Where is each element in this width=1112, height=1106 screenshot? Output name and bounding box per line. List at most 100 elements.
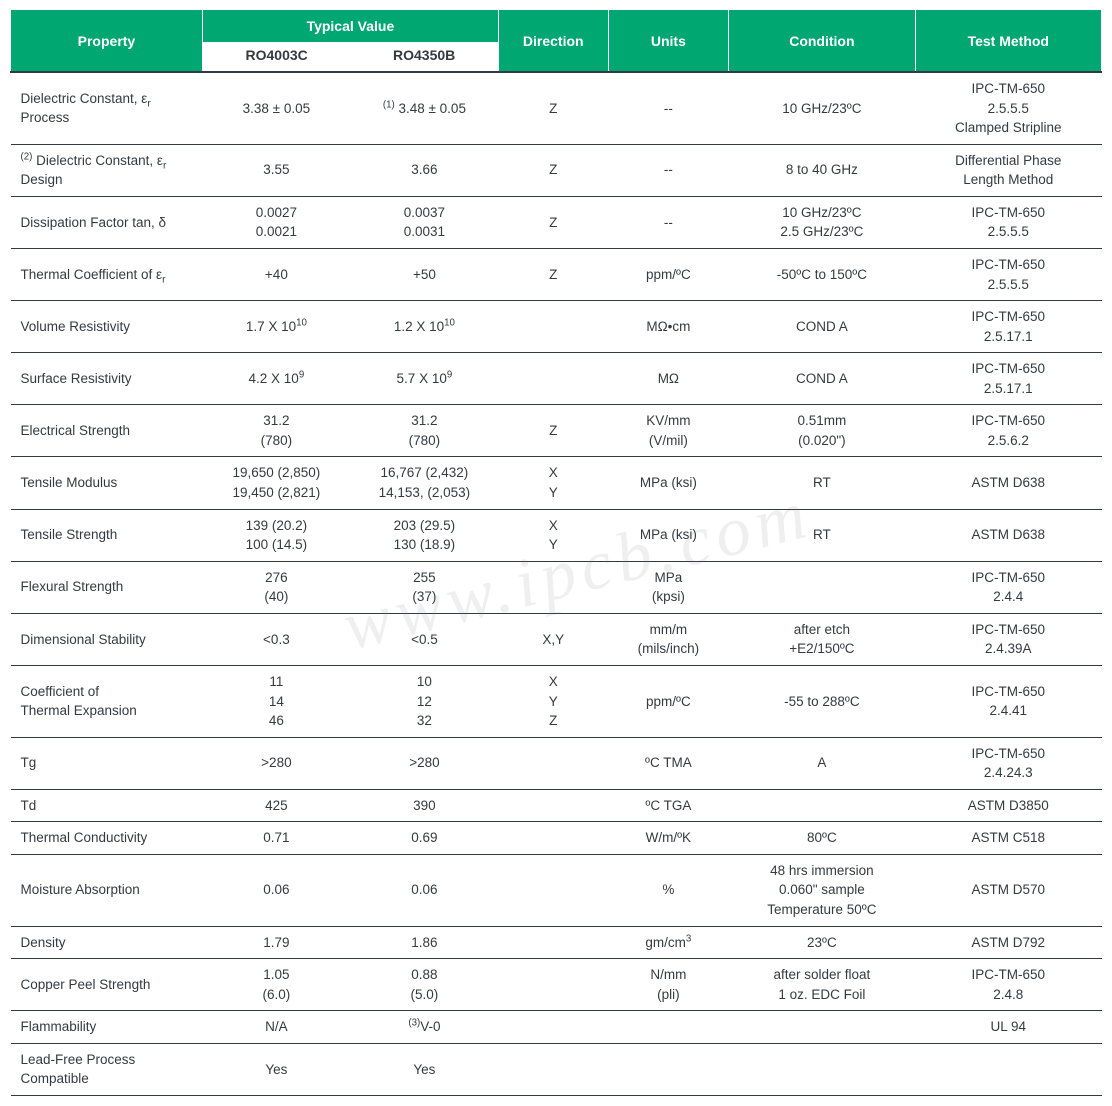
cell-test: IPC-TM-6502.5.5.5Clamped Stripline bbox=[915, 72, 1101, 144]
cell-condition bbox=[729, 1043, 915, 1095]
cell-test: IPC-TM-6502.5.5.5 bbox=[915, 196, 1101, 248]
cell-property: Flammability bbox=[11, 1011, 203, 1044]
cell-test: ASTM D792 bbox=[915, 926, 1101, 959]
cell-test: ASTM D638 bbox=[915, 509, 1101, 561]
cell-units: ppm/ºC bbox=[608, 665, 729, 737]
cell-units: ppm/ºC bbox=[608, 248, 729, 300]
cell-property: Coefficient ofThermal Expansion bbox=[11, 665, 203, 737]
col-units: Units bbox=[608, 10, 729, 72]
cell-condition bbox=[729, 1011, 915, 1044]
table-row: Coefficient ofThermal Expansion111446101… bbox=[11, 665, 1102, 737]
col-typical-value: Typical Value bbox=[202, 10, 498, 42]
table-row: (2) Dielectric Constant, εrDesign3.553.6… bbox=[11, 144, 1102, 196]
table-row: Tg>280>280ºC TMAAIPC-TM-6502.4.24.3 bbox=[11, 737, 1102, 789]
cell-direction: Z bbox=[498, 72, 608, 144]
cell-property: Thermal Coefficient of εr bbox=[11, 248, 203, 300]
table-row: Copper Peel Strength1.05(6.0)0.88(5.0)N/… bbox=[11, 959, 1102, 1011]
table-row: Dielectric Constant, εrProcess3.38 ± 0.0… bbox=[11, 72, 1102, 144]
cell-test: ASTM C518 bbox=[915, 822, 1101, 855]
cell-ro4350b: 255(37) bbox=[350, 561, 498, 613]
cell-condition: 48 hrs immersion0.060" sampleTemperature… bbox=[729, 854, 915, 926]
cell-direction bbox=[498, 561, 608, 613]
cell-direction bbox=[498, 1011, 608, 1044]
cell-ro4003c: 1.7 X 1010 bbox=[202, 301, 350, 353]
cell-ro4350b: (1) 3.48 ± 0.05 bbox=[350, 72, 498, 144]
table-row: Density1.791.86gm/cm323ºCASTM D792 bbox=[11, 926, 1102, 959]
cell-property: Tensile Modulus bbox=[11, 457, 203, 509]
cell-property: Surface Resistivity bbox=[11, 353, 203, 405]
cell-condition: 80ºC bbox=[729, 822, 915, 855]
cell-units: KV/mm(V/mil) bbox=[608, 405, 729, 457]
cell-direction bbox=[498, 822, 608, 855]
cell-ro4350b: 203 (29.5)130 (18.9) bbox=[350, 509, 498, 561]
cell-direction bbox=[498, 959, 608, 1011]
cell-ro4350b: 5.7 X 109 bbox=[350, 353, 498, 405]
cell-condition: RT bbox=[729, 509, 915, 561]
cell-test: IPC-TM-6502.4.39A bbox=[915, 613, 1101, 665]
cell-ro4003c: Yes bbox=[202, 1043, 350, 1095]
cell-ro4003c: >280 bbox=[202, 737, 350, 789]
cell-units: MPa(kpsi) bbox=[608, 561, 729, 613]
cell-condition: after etch+E2/150ºC bbox=[729, 613, 915, 665]
cell-direction bbox=[498, 301, 608, 353]
table-row: Moisture Absorption0.060.06%48 hrs immer… bbox=[11, 854, 1102, 926]
cell-condition bbox=[729, 561, 915, 613]
cell-direction bbox=[498, 926, 608, 959]
table-row: Flexural Strength276(40)255(37)MPa(kpsi)… bbox=[11, 561, 1102, 613]
cell-condition: 10 GHz/23ºC bbox=[729, 72, 915, 144]
cell-property: Thermal Conductivity bbox=[11, 822, 203, 855]
cell-property: Lead-Free ProcessCompatible bbox=[11, 1043, 203, 1095]
table-row: Td425390ºC TGAASTM D3850 bbox=[11, 789, 1102, 822]
cell-units: mm/m(mils/inch) bbox=[608, 613, 729, 665]
cell-property: Moisture Absorption bbox=[11, 854, 203, 926]
col-test-method: Test Method bbox=[915, 10, 1101, 72]
table-row: Dimensional Stability<0.3<0.5X,Ymm/m(mil… bbox=[11, 613, 1102, 665]
cell-ro4003c: 0.71 bbox=[202, 822, 350, 855]
cell-ro4003c: N/A bbox=[202, 1011, 350, 1044]
cell-condition: 0.51mm(0.020") bbox=[729, 405, 915, 457]
cell-condition bbox=[729, 789, 915, 822]
cell-units: % bbox=[608, 854, 729, 926]
cell-direction: X,Y bbox=[498, 613, 608, 665]
table-row: FlammabilityN/A(3)V-0UL 94 bbox=[11, 1011, 1102, 1044]
table-row: Electrical Strength31.2(780)31.2(780)ZKV… bbox=[11, 405, 1102, 457]
cell-test: ASTM D3850 bbox=[915, 789, 1101, 822]
cell-property: Electrical Strength bbox=[11, 405, 203, 457]
col-condition: Condition bbox=[729, 10, 915, 72]
cell-property: Td bbox=[11, 789, 203, 822]
cell-property: Dissipation Factor tan, δ bbox=[11, 196, 203, 248]
cell-ro4003c: 139 (20.2)100 (14.5) bbox=[202, 509, 350, 561]
cell-direction bbox=[498, 353, 608, 405]
cell-ro4003c: 3.55 bbox=[202, 144, 350, 196]
cell-units: N/mm(pli) bbox=[608, 959, 729, 1011]
cell-ro4350b: +50 bbox=[350, 248, 498, 300]
cell-condition: 23ºC bbox=[729, 926, 915, 959]
cell-ro4350b: 1.86 bbox=[350, 926, 498, 959]
cell-test: IPC-TM-6502.4.8 bbox=[915, 959, 1101, 1011]
cell-ro4003c: 0.00270.0021 bbox=[202, 196, 350, 248]
cell-ro4350b: 0.06 bbox=[350, 854, 498, 926]
cell-test: UL 94 bbox=[915, 1011, 1101, 1044]
cell-units: -- bbox=[608, 196, 729, 248]
cell-direction: Z bbox=[498, 248, 608, 300]
cell-units: MΩ•cm bbox=[608, 301, 729, 353]
cell-direction: Z bbox=[498, 144, 608, 196]
cell-units: -- bbox=[608, 144, 729, 196]
cell-ro4003c: 0.06 bbox=[202, 854, 350, 926]
cell-units: gm/cm3 bbox=[608, 926, 729, 959]
cell-ro4003c: +40 bbox=[202, 248, 350, 300]
table-row: Surface Resistivity4.2 X 1095.7 X 109MΩC… bbox=[11, 353, 1102, 405]
cell-ro4350b: 101232 bbox=[350, 665, 498, 737]
cell-test: ASTM D638 bbox=[915, 457, 1101, 509]
cell-ro4003c: 31.2(780) bbox=[202, 405, 350, 457]
cell-ro4003c: 111446 bbox=[202, 665, 350, 737]
col-property: Property bbox=[11, 10, 203, 72]
cell-condition: RT bbox=[729, 457, 915, 509]
cell-ro4003c: 276(40) bbox=[202, 561, 350, 613]
cell-ro4350b: Yes bbox=[350, 1043, 498, 1095]
cell-ro4350b: 3.66 bbox=[350, 144, 498, 196]
table-row: Volume Resistivity1.7 X 10101.2 X 1010MΩ… bbox=[11, 301, 1102, 353]
cell-test: IPC-TM-6502.4.4 bbox=[915, 561, 1101, 613]
cell-ro4003c: 1.79 bbox=[202, 926, 350, 959]
cell-test bbox=[915, 1043, 1101, 1095]
